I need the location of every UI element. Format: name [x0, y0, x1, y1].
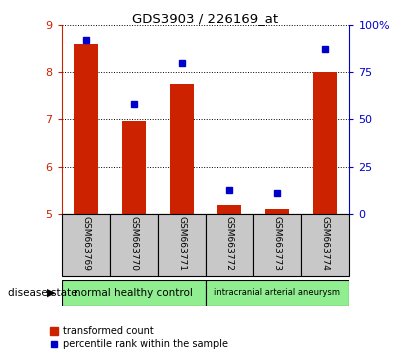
Text: GSM663772: GSM663772 — [225, 216, 234, 271]
Bar — [110, 214, 157, 276]
Bar — [301, 214, 349, 276]
Text: GSM663770: GSM663770 — [129, 216, 138, 271]
Text: GSM663771: GSM663771 — [177, 216, 186, 271]
Legend: transformed count, percentile rank within the sample: transformed count, percentile rank withi… — [50, 326, 228, 349]
Text: GSM663773: GSM663773 — [273, 216, 282, 271]
Bar — [62, 214, 110, 276]
Bar — [217, 205, 241, 214]
Text: GDS3903 / 226169_at: GDS3903 / 226169_at — [132, 12, 279, 25]
Text: normal healthy control: normal healthy control — [74, 288, 193, 298]
Bar — [62, 280, 206, 306]
Bar — [254, 214, 301, 276]
Text: disease state: disease state — [8, 288, 78, 298]
Bar — [122, 121, 145, 214]
Bar — [313, 72, 337, 214]
Bar — [169, 84, 194, 214]
Bar — [206, 280, 349, 306]
Bar — [157, 214, 206, 276]
Text: GSM663774: GSM663774 — [321, 216, 330, 271]
Bar — [206, 214, 254, 276]
Bar — [266, 210, 289, 214]
Text: intracranial arterial aneurysm: intracranial arterial aneurysm — [215, 289, 340, 297]
Bar — [74, 44, 98, 214]
Text: ▶: ▶ — [47, 288, 55, 298]
Text: GSM663769: GSM663769 — [81, 216, 90, 271]
